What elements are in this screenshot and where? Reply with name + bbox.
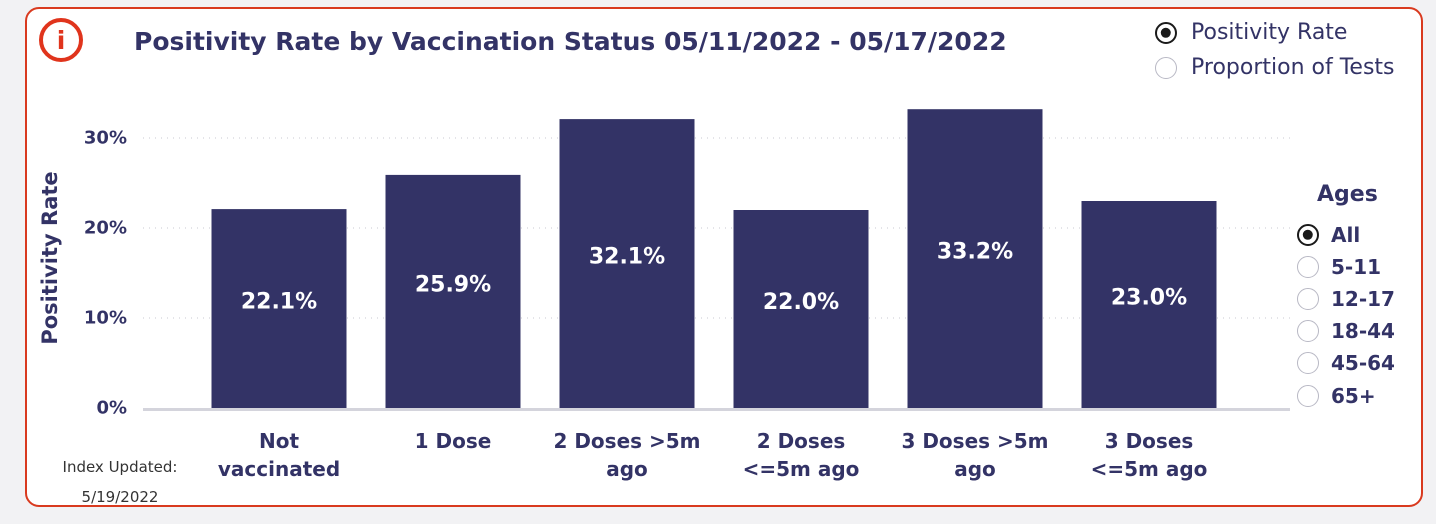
- radio-indicator: [1155, 56, 1177, 79]
- age-option-5-11[interactable]: 5-11: [1297, 255, 1381, 279]
- age-option-65-plus[interactable]: 65+: [1297, 384, 1376, 408]
- bar[interactable]: [211, 209, 347, 408]
- age-label: 5-11: [1331, 255, 1382, 279]
- bar[interactable]: [385, 174, 521, 408]
- bar-data-label: 22.0%: [763, 290, 839, 315]
- y-tick-label: 0%: [96, 397, 127, 419]
- age-label: 45-64: [1331, 351, 1395, 375]
- y-tick-label: 20%: [83, 217, 127, 239]
- bar-data-label: 33.2%: [937, 240, 1013, 265]
- x-tick-label: 2 Doses >5m ago: [553, 429, 701, 481]
- y-tick-label: 10%: [83, 307, 127, 329]
- age-option-18-44[interactable]: 18-44: [1297, 319, 1395, 343]
- x-axis-line: [143, 408, 1290, 411]
- radio-indicator: [1297, 352, 1319, 374]
- bar-data-label: 32.1%: [589, 245, 665, 270]
- ages-title: Ages: [1317, 182, 1378, 207]
- age-option-12-17[interactable]: 12-17: [1297, 287, 1395, 311]
- radio-indicator: [1297, 385, 1319, 407]
- x-tick-label: 1 Dose: [414, 429, 492, 453]
- radio-indicator: [1297, 256, 1319, 278]
- bar[interactable]: [907, 109, 1043, 408]
- radio-indicator: [1297, 320, 1319, 342]
- radio-proportion-of-tests[interactable]: Proportion of Tests: [1155, 55, 1395, 80]
- radio-indicator: [1155, 21, 1177, 44]
- bar-data-label: 23.0%: [1111, 286, 1187, 311]
- radio-positivity-rate[interactable]: Positivity Rate: [1155, 20, 1347, 45]
- bar[interactable]: [559, 119, 695, 408]
- index-updated: Index Updated: 5/19/2022: [40, 452, 200, 512]
- radio-indicator: [1297, 288, 1319, 310]
- bar[interactable]: [1081, 201, 1217, 408]
- radio-label: Positivity Rate: [1191, 20, 1348, 45]
- bar-data-label: 25.9%: [415, 272, 491, 297]
- age-label: All: [1331, 223, 1361, 247]
- bar[interactable]: [733, 210, 869, 408]
- radio-label: Proportion of Tests: [1191, 55, 1395, 80]
- bar-data-label: 22.1%: [241, 290, 317, 315]
- index-updated-label: Index Updated:: [62, 458, 178, 476]
- chart-title: Positivity Rate by Vaccination Status 05…: [134, 27, 1007, 56]
- x-tick-label: Not vaccinated: [217, 429, 341, 481]
- age-label: 12-17: [1331, 287, 1395, 311]
- x-tick-label: 3 Doses <=5m ago: [1090, 429, 1208, 481]
- age-label: 18-44: [1331, 319, 1395, 343]
- x-tick-label: 3 Doses >5m ago: [901, 429, 1049, 481]
- index-updated-date: 5/19/2022: [81, 488, 159, 506]
- radio-indicator: [1297, 224, 1319, 246]
- x-tick-label: 2 Doses <=5m ago: [742, 429, 860, 481]
- age-option-45-64[interactable]: 45-64: [1297, 351, 1395, 375]
- y-tick-label: 30%: [83, 127, 127, 149]
- age-option-all[interactable]: All: [1297, 223, 1360, 247]
- age-label: 65+: [1331, 384, 1376, 408]
- info-icon[interactable]: i: [39, 18, 83, 62]
